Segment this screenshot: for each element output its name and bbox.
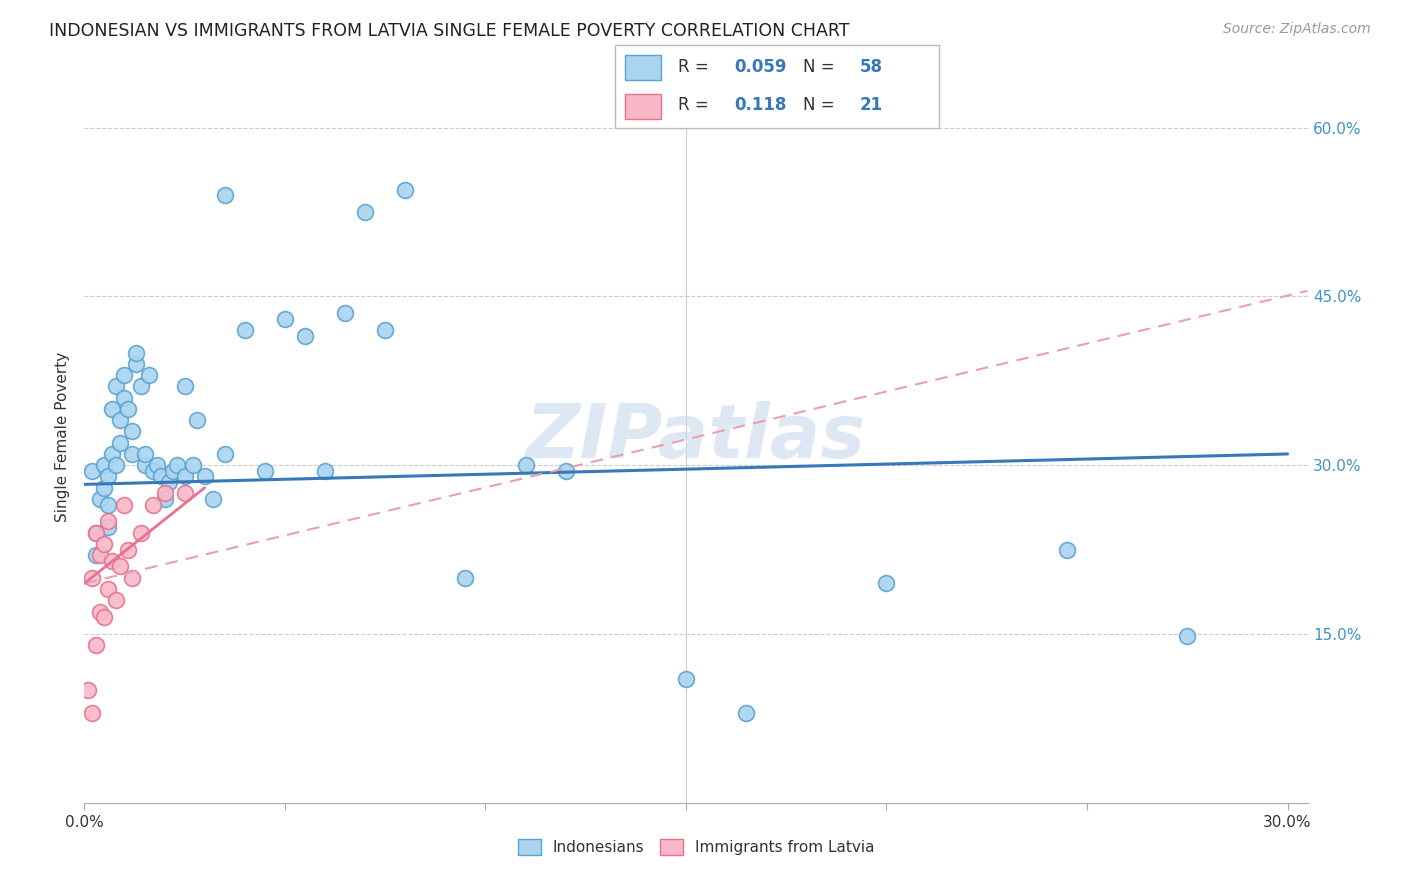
Point	[101, 401, 124, 416]
Y-axis label: Single Female Poverty: Single Female Poverty	[55, 352, 70, 522]
Point	[141, 498, 163, 512]
Point	[86, 525, 108, 540]
Point	[110, 559, 132, 574]
Point	[201, 491, 224, 506]
Point	[166, 458, 188, 473]
Point	[162, 464, 184, 478]
Point	[157, 475, 180, 489]
Point	[82, 571, 104, 585]
Point	[89, 548, 111, 562]
Point	[77, 683, 100, 698]
Point	[114, 391, 136, 405]
Point	[93, 610, 115, 624]
Point	[194, 469, 217, 483]
Point	[121, 425, 143, 439]
Point	[394, 182, 416, 196]
Point	[675, 672, 697, 686]
Legend: Indonesians, Immigrants from Latvia: Indonesians, Immigrants from Latvia	[512, 833, 880, 861]
Point	[86, 525, 108, 540]
Text: 0.059: 0.059	[734, 58, 786, 76]
Point	[274, 312, 297, 326]
Point	[110, 413, 132, 427]
Text: 58: 58	[859, 58, 883, 76]
Point	[105, 593, 128, 607]
Point	[186, 413, 208, 427]
Point	[515, 458, 537, 473]
Point	[253, 464, 276, 478]
Point	[374, 323, 396, 337]
Point	[82, 464, 104, 478]
Point	[173, 486, 195, 500]
Point	[86, 548, 108, 562]
Point	[105, 379, 128, 393]
Point	[121, 447, 143, 461]
Point	[101, 447, 124, 461]
Point	[314, 464, 336, 478]
Point	[214, 447, 236, 461]
Point	[134, 447, 156, 461]
Point	[114, 498, 136, 512]
Point	[294, 328, 316, 343]
Point	[153, 491, 176, 506]
Point	[82, 706, 104, 720]
Point	[117, 542, 139, 557]
Text: N =: N =	[803, 96, 841, 114]
Point	[105, 458, 128, 473]
Point	[117, 401, 139, 416]
Point	[134, 458, 156, 473]
Point	[93, 481, 115, 495]
Point	[114, 368, 136, 383]
Point	[145, 458, 167, 473]
Point	[554, 464, 576, 478]
Point	[141, 464, 163, 478]
Point	[97, 520, 120, 534]
Point	[93, 537, 115, 551]
Point	[97, 515, 120, 529]
Point	[101, 554, 124, 568]
Point	[86, 638, 108, 652]
Text: R =: R =	[678, 58, 714, 76]
Text: ZIPatlas: ZIPatlas	[526, 401, 866, 474]
Point	[149, 469, 172, 483]
Point	[735, 706, 758, 720]
Text: 0.118: 0.118	[734, 96, 786, 114]
Point	[89, 605, 111, 619]
Point	[89, 491, 111, 506]
Point	[173, 379, 195, 393]
Point	[233, 323, 256, 337]
Text: Source: ZipAtlas.com: Source: ZipAtlas.com	[1223, 22, 1371, 37]
Point	[181, 458, 204, 473]
Point	[875, 576, 897, 591]
Point	[97, 582, 120, 596]
Point	[97, 498, 120, 512]
Point	[1056, 542, 1078, 557]
Point	[129, 379, 152, 393]
Point	[1175, 629, 1198, 643]
Point	[333, 306, 356, 320]
Point	[153, 486, 176, 500]
FancyBboxPatch shape	[614, 45, 939, 128]
Point	[454, 571, 477, 585]
Point	[354, 205, 377, 219]
Point	[97, 469, 120, 483]
Point	[173, 469, 195, 483]
Point	[121, 571, 143, 585]
FancyBboxPatch shape	[624, 54, 661, 80]
Point	[125, 357, 148, 371]
Text: 21: 21	[859, 96, 883, 114]
Point	[125, 345, 148, 359]
Point	[138, 368, 160, 383]
Text: INDONESIAN VS IMMIGRANTS FROM LATVIA SINGLE FEMALE POVERTY CORRELATION CHART: INDONESIAN VS IMMIGRANTS FROM LATVIA SIN…	[49, 22, 849, 40]
Point	[214, 188, 236, 202]
Point	[110, 435, 132, 450]
FancyBboxPatch shape	[624, 94, 661, 120]
Point	[129, 525, 152, 540]
Text: R =: R =	[678, 96, 718, 114]
Text: N =: N =	[803, 58, 841, 76]
Point	[93, 458, 115, 473]
